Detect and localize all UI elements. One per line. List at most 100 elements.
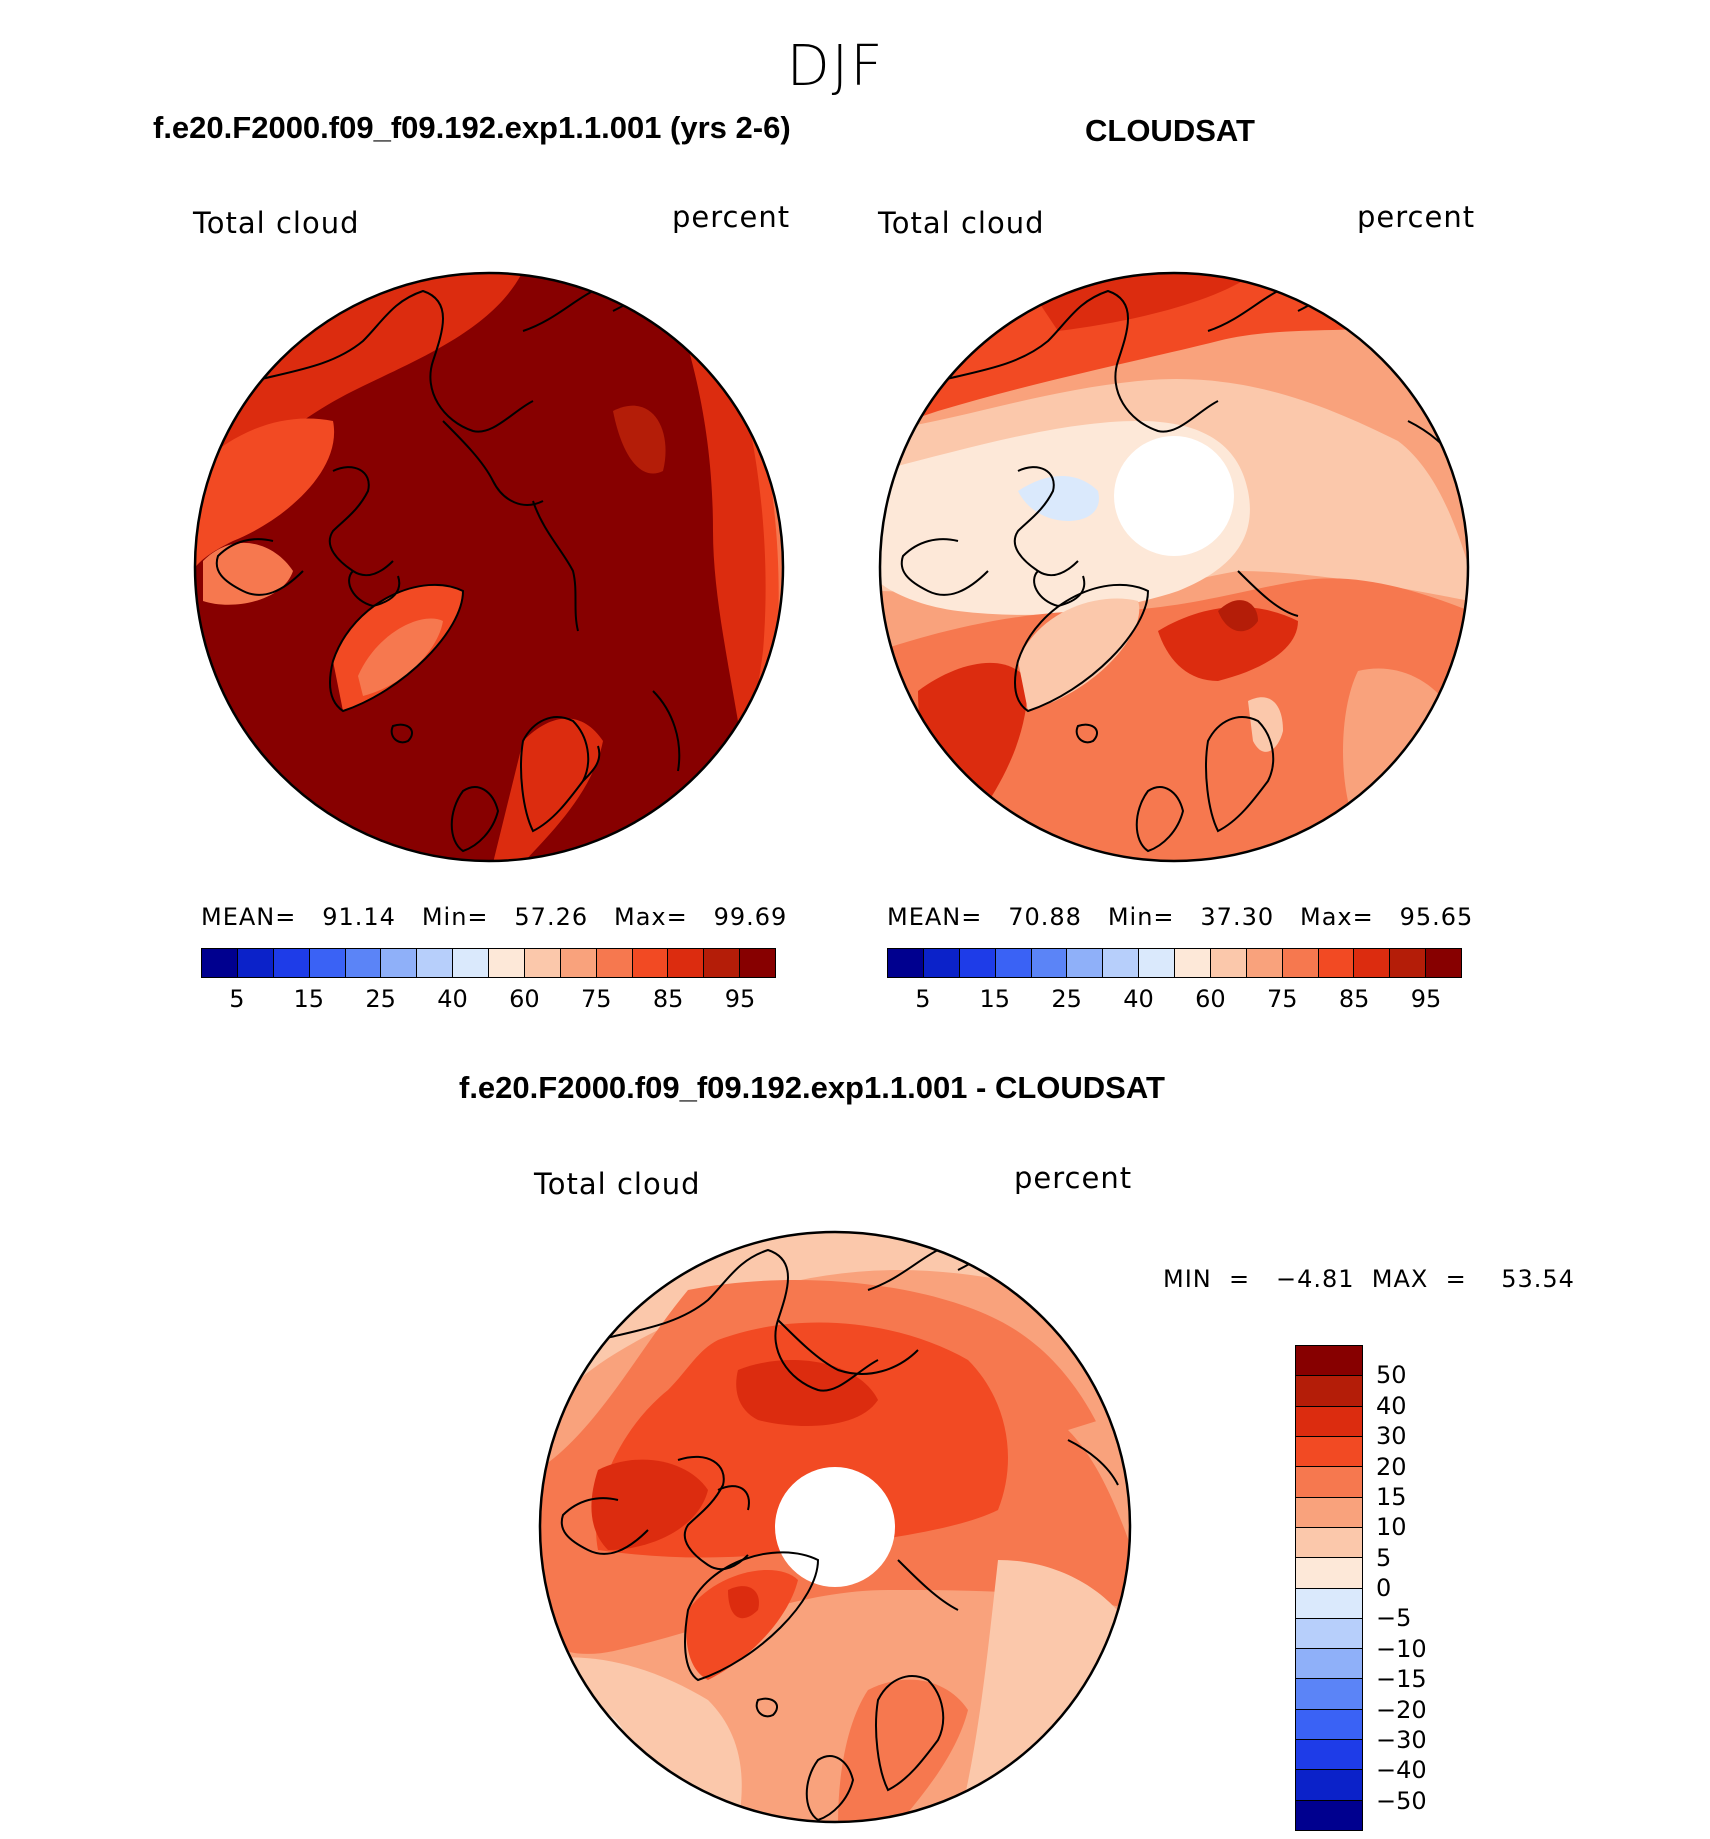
- diff-colorbar-swatch: [1296, 1740, 1362, 1771]
- diff-colorbar-tick-label: 20: [1376, 1452, 1407, 1481]
- model-colorbar-swatch: [345, 949, 382, 977]
- model-colorbar-swatch: [381, 949, 418, 977]
- model-colorbar-swatch: [489, 949, 525, 977]
- obs-colorbar-tick-label: 95: [1410, 985, 1442, 1013]
- obs-colorbar-swatch: [1139, 949, 1175, 977]
- diff-panel-title: f.e20.F2000.f09_f09.192.exp1.1.001 - CLO…: [459, 1070, 1165, 1105]
- diff-colorbar-swatch: [1296, 1649, 1362, 1680]
- diff-colorbar-swatch: [1296, 1679, 1362, 1710]
- diff-colorbar-swatch: [1296, 1588, 1362, 1619]
- model-colorbar-swatch: [668, 949, 705, 977]
- obs-colorbar-swatch: [1354, 949, 1391, 977]
- diff-colorbar-tick-label: −40: [1376, 1756, 1427, 1785]
- diff-colorbar-tick-label: 40: [1376, 1391, 1407, 1420]
- model-colorbar-tick-label: 85: [652, 985, 684, 1013]
- obs-colorbar-swatch: [1210, 949, 1247, 977]
- obs-colorbar-swatch: [888, 949, 924, 977]
- model-stats: MEAN= 91.14 Min= 57.26 Max= 99.69: [201, 903, 788, 931]
- model-colorbar-ticks: 5 15 25 40 60 75 85 95: [201, 985, 776, 1015]
- model-colorbar-tick-label: 95: [724, 985, 756, 1013]
- diff-colorbar-tick-label: −10: [1376, 1634, 1427, 1663]
- obs-stats: MEAN= 70.88 Min= 37.30 Max= 95.65: [887, 903, 1474, 931]
- obs-colorbar-swatch: [1246, 949, 1283, 977]
- figure-title: DJF: [786, 34, 885, 99]
- model-colorbar-tick-label: 40: [437, 985, 468, 1013]
- diff-colorbar: [1295, 1345, 1363, 1831]
- model-colorbar-swatch: [202, 949, 238, 977]
- obs-colorbar-swatch: [1103, 949, 1140, 977]
- model-colorbar-swatch: [309, 949, 346, 977]
- diff-polar-map: [538, 1230, 1132, 1824]
- model-colorbar-tick-label: 25: [365, 985, 396, 1013]
- model-colorbar-swatch: [596, 949, 633, 977]
- model-colorbar: [201, 948, 776, 978]
- obs-colorbar-tick-label: 15: [979, 985, 1011, 1013]
- diff-colorbar-swatch: [1296, 1527, 1362, 1559]
- obs-colorbar-tick-label: 40: [1123, 985, 1154, 1013]
- model-variable-label: Total cloud: [193, 206, 360, 240]
- diff-variable-label: Total cloud: [534, 1167, 701, 1201]
- model-colorbar-swatch: [453, 949, 489, 977]
- model-colorbar-swatch: [704, 949, 741, 977]
- diff-colorbar-tick-label: −15: [1376, 1665, 1427, 1694]
- obs-colorbar-swatch: [1175, 949, 1211, 977]
- model-colorbar-swatch: [273, 949, 310, 977]
- diff-colorbar-swatch: [1296, 1618, 1362, 1650]
- diff-colorbar-swatch: [1296, 1800, 1362, 1830]
- model-colorbar-swatch: [632, 949, 669, 977]
- diff-colorbar-swatch: [1296, 1467, 1362, 1498]
- diff-colorbar-tick-label: 0: [1376, 1574, 1392, 1602]
- model-panel-title: f.e20.F2000.f09_f09.192.exp1.1.001 (yrs …: [153, 110, 791, 145]
- diff-colorbar-swatch: [1296, 1406, 1362, 1437]
- obs-colorbar-swatch: [995, 949, 1032, 977]
- obs-colorbar-swatch: [959, 949, 996, 977]
- diff-colorbar-tick-label: −50: [1376, 1786, 1427, 1815]
- obs-colorbar-tick-label: 75: [1267, 985, 1298, 1013]
- model-polar-map: [193, 271, 785, 863]
- diff-colorbar-tick-label: 15: [1376, 1482, 1407, 1511]
- model-colorbar-swatch: [740, 949, 775, 977]
- obs-colorbar-swatch: [1390, 949, 1427, 977]
- model-colorbar-swatch: [560, 949, 597, 977]
- diff-colorbar-tick-label: −30: [1376, 1725, 1427, 1754]
- diff-colorbar-swatch: [1296, 1346, 1362, 1377]
- diff-colorbar-tick-label: 50: [1376, 1361, 1407, 1390]
- obs-colorbar-swatch: [1282, 949, 1319, 977]
- diff-colorbar-swatch: [1296, 1376, 1362, 1407]
- model-colorbar-tick-label: 75: [581, 985, 612, 1013]
- diff-colorbar-tick-label: 5: [1376, 1543, 1392, 1572]
- obs-colorbar-swatch: [923, 949, 960, 977]
- obs-units-label: percent: [1357, 200, 1476, 234]
- obs-colorbar: [887, 948, 1462, 978]
- model-colorbar-swatch: [237, 949, 274, 977]
- obs-colorbar-tick-label: 25: [1051, 985, 1082, 1013]
- obs-colorbar-swatch: [1318, 949, 1355, 977]
- model-colorbar-swatch: [417, 949, 454, 977]
- diff-colorbar-tick-label: −20: [1376, 1695, 1427, 1724]
- obs-colorbar-tick-label: 85: [1338, 985, 1370, 1013]
- obs-colorbar-swatch: [1426, 949, 1461, 977]
- diff-colorbar-tick-label: 10: [1376, 1513, 1407, 1542]
- model-colorbar-tick-label: 15: [293, 985, 325, 1013]
- model-colorbar-tick-label: 60: [509, 985, 540, 1013]
- model-units-label: percent: [672, 200, 791, 234]
- diff-colorbar-swatch: [1296, 1497, 1362, 1528]
- obs-colorbar-swatch: [1031, 949, 1068, 977]
- diff-minmax: MIN = −4.81 MAX = 53.54: [1163, 1265, 1575, 1293]
- obs-panel-title: CLOUDSAT: [1085, 113, 1255, 148]
- diff-units-label: percent: [1014, 1161, 1133, 1195]
- obs-variable-label: Total cloud: [878, 206, 1045, 240]
- model-colorbar-swatch: [524, 949, 561, 977]
- diff-colorbar-swatch: [1296, 1709, 1362, 1741]
- obs-colorbar-tick-label: 5: [915, 985, 931, 1013]
- obs-colorbar-tick-label: 60: [1195, 985, 1226, 1013]
- diff-colorbar-swatch: [1296, 1436, 1362, 1468]
- diff-colorbar-swatch: [1296, 1558, 1362, 1589]
- diff-colorbar-ticks: 50 40 30 20 15 10 5 0 −5 −10 −15 −20 −30 −40 −50: [1376, 1345, 1446, 1831]
- model-colorbar-tick-label: 5: [229, 985, 245, 1013]
- obs-polar-map: [878, 271, 1470, 863]
- obs-colorbar-ticks: 5 15 25 40 60 75 85 95: [887, 985, 1462, 1015]
- diff-colorbar-tick-label: 30: [1376, 1422, 1407, 1451]
- diff-colorbar-tick-label: −5: [1376, 1604, 1412, 1633]
- obs-colorbar-swatch: [1067, 949, 1104, 977]
